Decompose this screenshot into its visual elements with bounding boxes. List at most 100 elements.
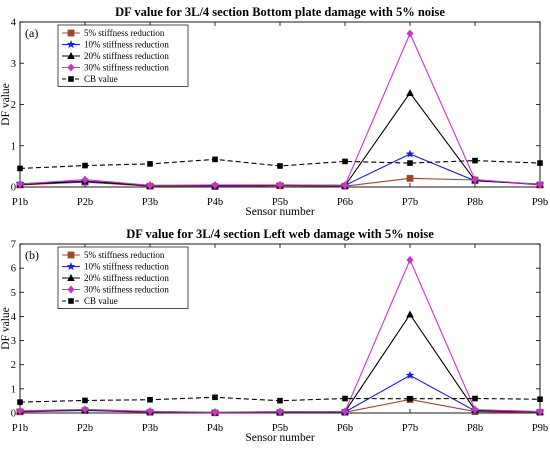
legend-label: 5% stiffness reduction <box>84 28 165 38</box>
legend-marker <box>67 29 75 37</box>
data-point <box>342 395 348 402</box>
chart-panel: DF value for 3L/4 section Bottom plate d… <box>0 5 548 218</box>
y-tick-label: 3 <box>11 336 16 347</box>
x-tick-label: P3b <box>142 197 158 208</box>
y-tick-label: 1 <box>11 384 16 395</box>
legend-label: 30% stiffness reduction <box>84 63 169 73</box>
data-point <box>212 394 218 401</box>
data-point <box>471 175 479 184</box>
series <box>17 394 543 405</box>
series-line <box>19 92 541 187</box>
data-point <box>81 405 89 414</box>
x-tick-label: P6b <box>337 197 353 208</box>
data-point <box>405 149 415 158</box>
x-tick-label: P5b <box>272 423 288 434</box>
data-point <box>341 407 349 416</box>
data-point <box>406 255 414 264</box>
data-point <box>537 396 543 403</box>
x-axis-label: Sensor number <box>245 206 314 218</box>
legend-label: 20% stiffness reduction <box>84 273 169 283</box>
x-tick-label: P7b <box>402 423 418 434</box>
x-tick-label: P7b <box>402 197 418 208</box>
chart-title: DF value for 3L/4 section Bottom plate d… <box>115 5 445 19</box>
data-point <box>16 180 24 189</box>
chart-panel: DF value for 3L/4 section Left web damag… <box>0 227 548 444</box>
data-point <box>276 407 284 416</box>
data-point <box>405 370 415 379</box>
series <box>16 29 544 190</box>
data-point <box>211 408 219 417</box>
data-point <box>471 405 479 414</box>
data-point <box>407 395 413 402</box>
legend-label: CB value <box>84 296 118 306</box>
data-point <box>407 160 413 166</box>
y-tick-label: 3 <box>11 59 16 70</box>
data-point <box>406 88 414 96</box>
data-point <box>406 174 414 182</box>
y-tick-label: 1 <box>11 141 16 152</box>
x-tick-label: P9b <box>532 197 548 208</box>
data-point <box>146 407 154 416</box>
y-axis-label: DF value <box>0 83 12 125</box>
data-point <box>472 395 478 402</box>
data-point <box>147 161 153 167</box>
legend-marker <box>67 285 75 294</box>
data-point <box>536 180 544 189</box>
legend-marker <box>66 262 76 271</box>
legend-label: 10% stiffness reduction <box>84 40 169 50</box>
x-tick-label: P1b <box>12 423 28 434</box>
x-tick-label: P5b <box>272 197 288 208</box>
panel-label: (b) <box>25 248 39 262</box>
data-point <box>537 160 543 166</box>
y-tick-label: 2 <box>11 100 16 111</box>
y-tick-label: 2 <box>11 360 16 371</box>
data-point <box>277 397 283 404</box>
legend-label: 20% stiffness reduction <box>84 51 169 61</box>
data-point <box>17 399 23 405</box>
data-point <box>81 175 89 184</box>
x-tick-label: P2b <box>77 423 93 434</box>
series-line <box>19 313 541 414</box>
legend-marker <box>67 274 75 281</box>
x-tick-label: P4b <box>207 423 223 434</box>
data-point <box>342 158 348 165</box>
y-tick-label: 0 <box>11 409 16 420</box>
data-point <box>406 29 414 38</box>
x-tick-label: P4b <box>207 197 223 208</box>
legend-marker <box>67 52 75 59</box>
series <box>17 156 543 172</box>
x-tick-label: P1b <box>12 197 28 208</box>
legend: 5% stiffness reduction 10% stiffness redu… <box>57 24 189 87</box>
data-point <box>82 397 88 404</box>
data-point <box>276 180 284 189</box>
x-tick-label: P6b <box>337 423 353 434</box>
x-tick-label: P3b <box>142 423 158 434</box>
legend-label: CB value <box>84 74 118 84</box>
data-point <box>341 181 349 190</box>
x-tick-label: P2b <box>77 197 93 208</box>
data-point <box>211 180 219 189</box>
x-tick-label: P9b <box>532 423 548 434</box>
legend-marker <box>68 76 74 82</box>
data-point <box>277 163 283 169</box>
y-tick-label: 0 <box>11 183 16 194</box>
data-point <box>472 157 478 164</box>
data-point <box>536 407 544 416</box>
data-point <box>16 406 24 415</box>
panel-label: (a) <box>25 26 38 40</box>
y-tick-label: 5 <box>11 288 16 299</box>
series <box>16 255 544 417</box>
legend: 5% stiffness reduction 10% stiffness redu… <box>57 246 189 309</box>
legend-label: 5% stiffness reduction <box>84 250 165 260</box>
legend-label: 30% stiffness reduction <box>84 285 169 295</box>
y-tick-label: 6 <box>11 264 16 275</box>
data-point <box>147 396 153 403</box>
data-point <box>212 156 218 163</box>
data-point <box>17 165 23 172</box>
legend-marker <box>67 63 75 72</box>
series <box>16 88 544 189</box>
legend-marker <box>67 251 75 259</box>
legend-label: 10% stiffness reduction <box>84 262 169 272</box>
